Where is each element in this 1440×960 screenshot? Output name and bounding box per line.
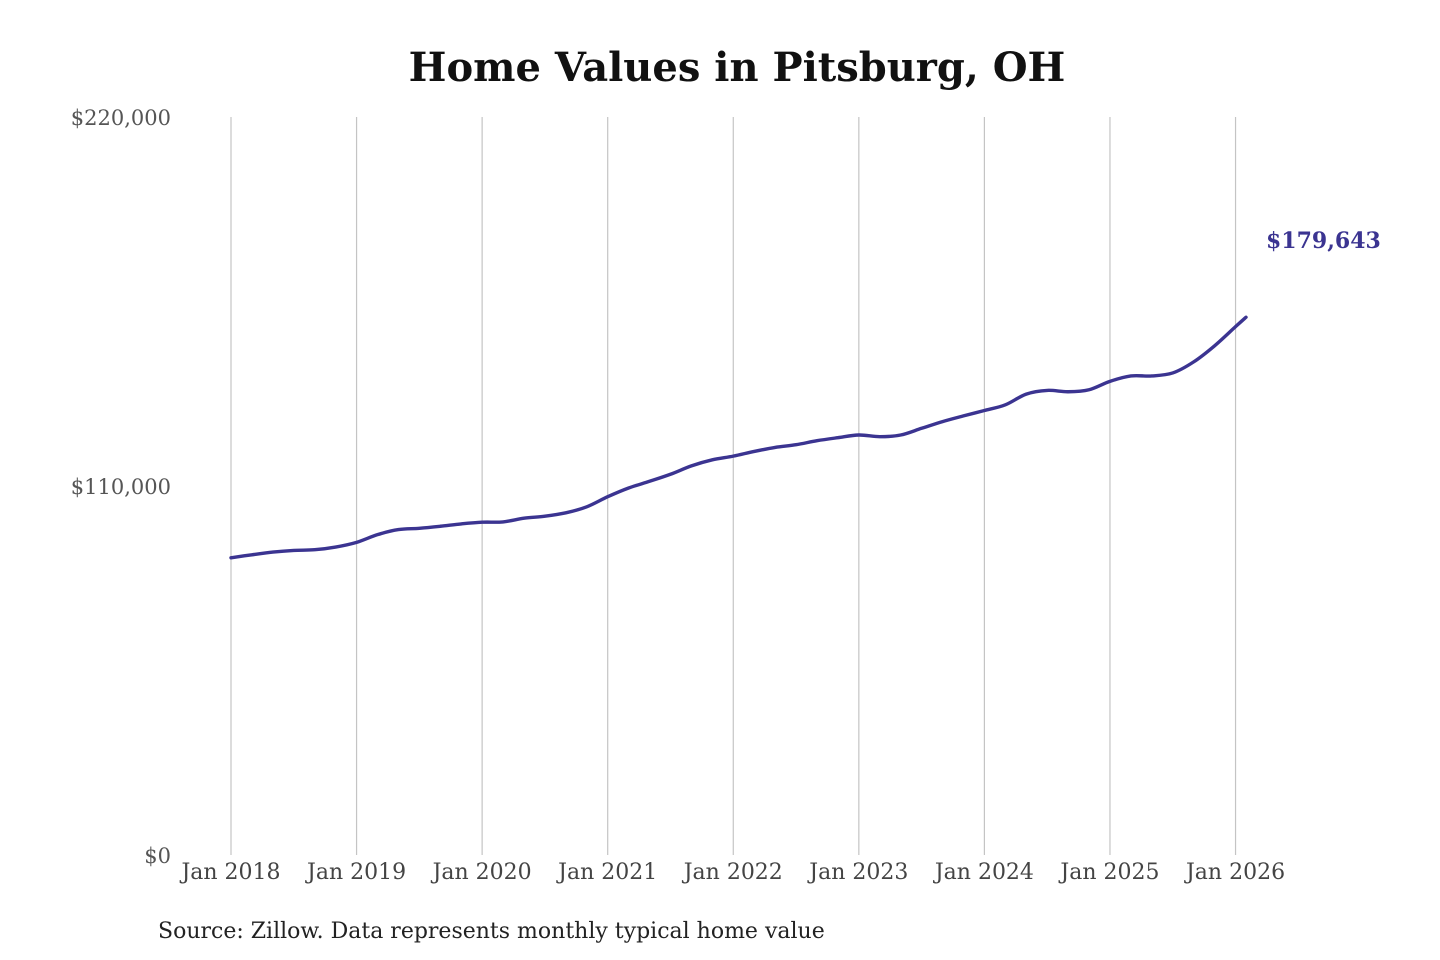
x-tick-label: Jan 2024 <box>933 860 1034 885</box>
x-tick-label: Jan 2023 <box>807 860 908 885</box>
y-tick-label: $220,000 <box>71 106 171 130</box>
y-tick-label: $0 <box>144 844 171 868</box>
chart-title: Home Values in Pitsburg, OH <box>409 44 1066 91</box>
y-tick-label: $110,000 <box>71 475 171 499</box>
x-tick-label: Jan 2021 <box>556 860 657 885</box>
latest-value-label: $179,643 <box>1266 228 1381 254</box>
x-tick-label: Jan 2019 <box>305 860 406 885</box>
x-tick-label: Jan 2018 <box>179 860 280 885</box>
gridlines <box>230 117 1237 855</box>
source-note: Source: Zillow. Data represents monthly … <box>158 919 825 944</box>
x-tick-label: Jan 2025 <box>1058 860 1159 885</box>
x-tick-label: Jan 2026 <box>1184 860 1285 885</box>
y-axis-tick-labels: $0 $110,000 $220,000 <box>71 106 171 868</box>
x-tick-label: Jan 2020 <box>431 860 532 885</box>
x-axis-tick-labels: Jan 2018 Jan 2019 Jan 2020 Jan 2021 Jan 2022… <box>179 860 1285 885</box>
home-value-line <box>229 315 1248 560</box>
x-tick-label: Jan 2022 <box>682 860 783 885</box>
